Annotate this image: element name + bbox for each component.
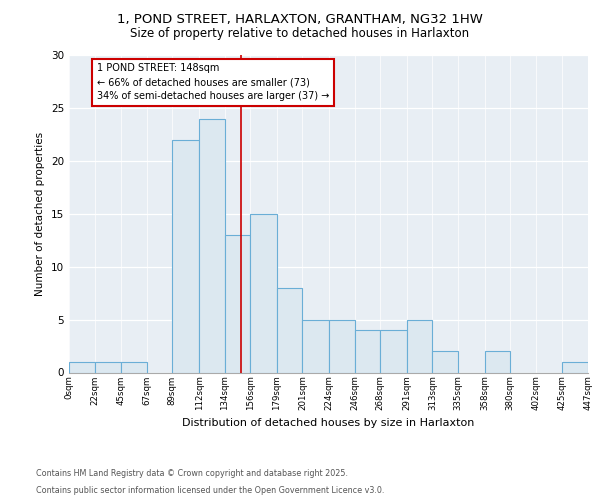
Bar: [329, 320, 355, 372]
Bar: [407, 320, 433, 372]
Y-axis label: Number of detached properties: Number of detached properties: [35, 132, 46, 296]
Bar: [485, 352, 510, 372]
Text: 1 POND STREET: 148sqm
← 66% of detached houses are smaller (73)
34% of semi-deta: 1 POND STREET: 148sqm ← 66% of detached …: [97, 64, 329, 102]
Bar: [172, 140, 199, 372]
Bar: [277, 288, 302, 372]
Bar: [380, 330, 407, 372]
Bar: [224, 235, 250, 372]
Text: Contains public sector information licensed under the Open Government Licence v3: Contains public sector information licen…: [36, 486, 385, 495]
Bar: [250, 214, 277, 372]
Bar: [355, 330, 380, 372]
Bar: [121, 362, 147, 372]
Text: Contains HM Land Registry data © Crown copyright and database right 2025.: Contains HM Land Registry data © Crown c…: [36, 468, 348, 477]
Text: 1, POND STREET, HARLAXTON, GRANTHAM, NG32 1HW: 1, POND STREET, HARLAXTON, GRANTHAM, NG3…: [117, 12, 483, 26]
Bar: [69, 362, 95, 372]
Bar: [199, 118, 224, 372]
Bar: [433, 352, 458, 372]
X-axis label: Distribution of detached houses by size in Harlaxton: Distribution of detached houses by size …: [182, 418, 475, 428]
Bar: [302, 320, 329, 372]
Text: Size of property relative to detached houses in Harlaxton: Size of property relative to detached ho…: [130, 28, 470, 40]
Bar: [562, 362, 588, 372]
Bar: [95, 362, 121, 372]
